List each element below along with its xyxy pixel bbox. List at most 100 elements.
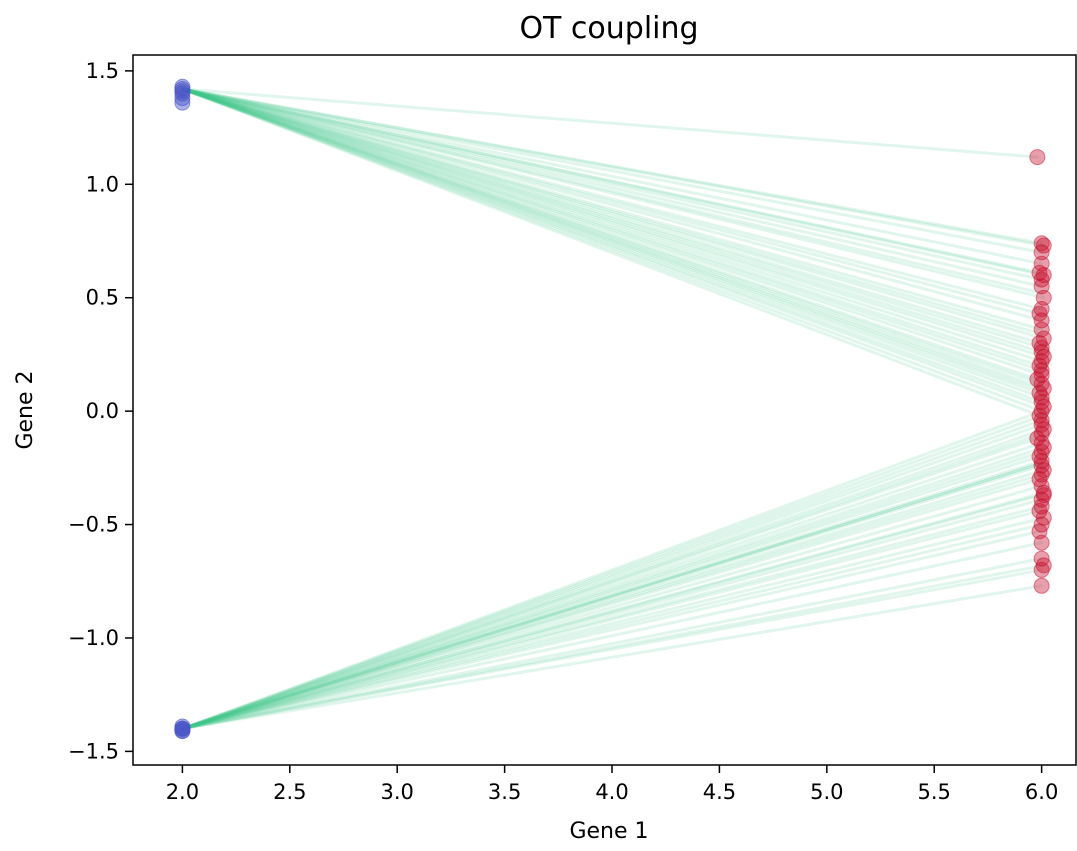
x-tick-label: 2.5 (273, 780, 306, 804)
coupling-line (180, 87, 1044, 413)
coupling-line (180, 529, 1041, 731)
coupling-line (180, 87, 1046, 341)
coupling-line (180, 477, 1041, 731)
coupling-line (180, 441, 1044, 731)
coupling-line (180, 445, 1046, 731)
coupling-line (180, 87, 1044, 404)
coupling-line (180, 484, 1044, 731)
coupling-line (180, 87, 1044, 295)
coupling-line (180, 464, 1044, 731)
target-point (1033, 534, 1050, 551)
target-point (1033, 255, 1050, 272)
x-tick-label: 2.0 (166, 780, 199, 804)
x-tick-label: 4.0 (595, 780, 628, 804)
y-tick-label: −0.5 (68, 513, 119, 537)
coupling-line (180, 541, 1044, 731)
coupling-line (180, 87, 1044, 266)
coupling-lines (180, 87, 1046, 731)
coupling-line (180, 427, 1046, 731)
target-point (1033, 366, 1050, 383)
coupling-line (180, 557, 1044, 731)
coupling-line (180, 504, 1044, 731)
target-point (1033, 561, 1050, 578)
coupling-line (180, 87, 1044, 322)
coupling-line (180, 87, 1044, 288)
coupling-line (180, 87, 1041, 316)
coupling-line (180, 87, 1044, 377)
coupling-line (180, 87, 1046, 277)
coupling-line (180, 516, 1046, 731)
coupling-line (180, 87, 1044, 350)
coupling-line (180, 498, 1044, 731)
target-point (1033, 235, 1050, 252)
x-axis-ticks: 2.0 2.5 3.0 3.5 4.0 4.5 5.0 5.5 6.0 (166, 765, 1058, 804)
coupling-line (180, 584, 1044, 731)
x-tick-label: 5.0 (810, 780, 843, 804)
x-tick-label: 3.0 (381, 780, 414, 804)
target-point (1033, 312, 1050, 329)
coupling-line (180, 87, 1044, 372)
coupling-line (180, 87, 1044, 354)
target-point (1029, 149, 1046, 166)
coupling-line (180, 409, 1044, 731)
target-point (1033, 271, 1050, 288)
y-tick-label: −1.5 (68, 739, 119, 763)
coupling-line (180, 493, 1044, 731)
coupling-line (180, 87, 1044, 363)
coupling-line (180, 87, 1044, 331)
target-points (1029, 149, 1052, 594)
coupling-line (180, 87, 1044, 393)
coupling-line (180, 423, 1044, 731)
source-point (174, 722, 191, 739)
plot-frame (132, 54, 1077, 766)
coupling-line (180, 418, 1044, 731)
x-axis-label: Gene 1 (569, 819, 648, 844)
coupling-line (180, 491, 1046, 731)
x-tick-label: 5.5 (918, 780, 951, 804)
y-axis-label: Gene 2 (13, 370, 38, 449)
coupling-line (180, 87, 1046, 300)
coupling-line (180, 87, 1039, 381)
coupling-line (180, 87, 1044, 311)
coupling-line (180, 436, 1039, 731)
y-tick-label: −1.0 (68, 626, 119, 650)
target-point (1029, 371, 1046, 388)
coupling-line (180, 414, 1044, 731)
y-tick-label: 1.5 (86, 59, 119, 83)
coupling-line (180, 87, 1044, 336)
coupling-line (180, 87, 1041, 368)
target-point (1035, 487, 1052, 504)
y-tick-label: 0.0 (86, 399, 119, 423)
coupling-line (180, 87, 1044, 254)
target-point (1033, 425, 1050, 442)
coupling-line (180, 87, 1046, 359)
coupling-line (180, 509, 1041, 731)
coupling-line (180, 459, 1044, 731)
coupling-line (180, 461, 1044, 731)
source-points (174, 78, 191, 739)
coupling-line (180, 87, 1041, 395)
coupling-line (180, 455, 1041, 731)
coupling-line (180, 461, 1044, 731)
x-tick-label: 6.0 (1025, 780, 1058, 804)
chart-title: OT coupling (519, 11, 698, 46)
coupling-line (180, 87, 1039, 159)
target-point (1033, 577, 1050, 594)
y-tick-label: 0.5 (86, 286, 119, 310)
coupling-line (180, 87, 1041, 418)
source-point (174, 90, 191, 107)
coupling-line (180, 87, 1046, 248)
coupling-line (180, 473, 1044, 731)
coupling-line (180, 87, 1041, 345)
source-point (174, 94, 191, 111)
x-tick-label: 3.5 (488, 780, 521, 804)
coupling-line (180, 450, 1044, 731)
coupling-line (180, 87, 1044, 282)
y-axis-ticks: −1.5 −1.0 −0.5 0.0 0.5 1.0 1.5 (68, 59, 133, 763)
source-point (174, 83, 191, 100)
y-tick-label: 1.0 (86, 172, 119, 196)
coupling-line (180, 87, 1044, 386)
coupling-line (180, 87, 1046, 409)
